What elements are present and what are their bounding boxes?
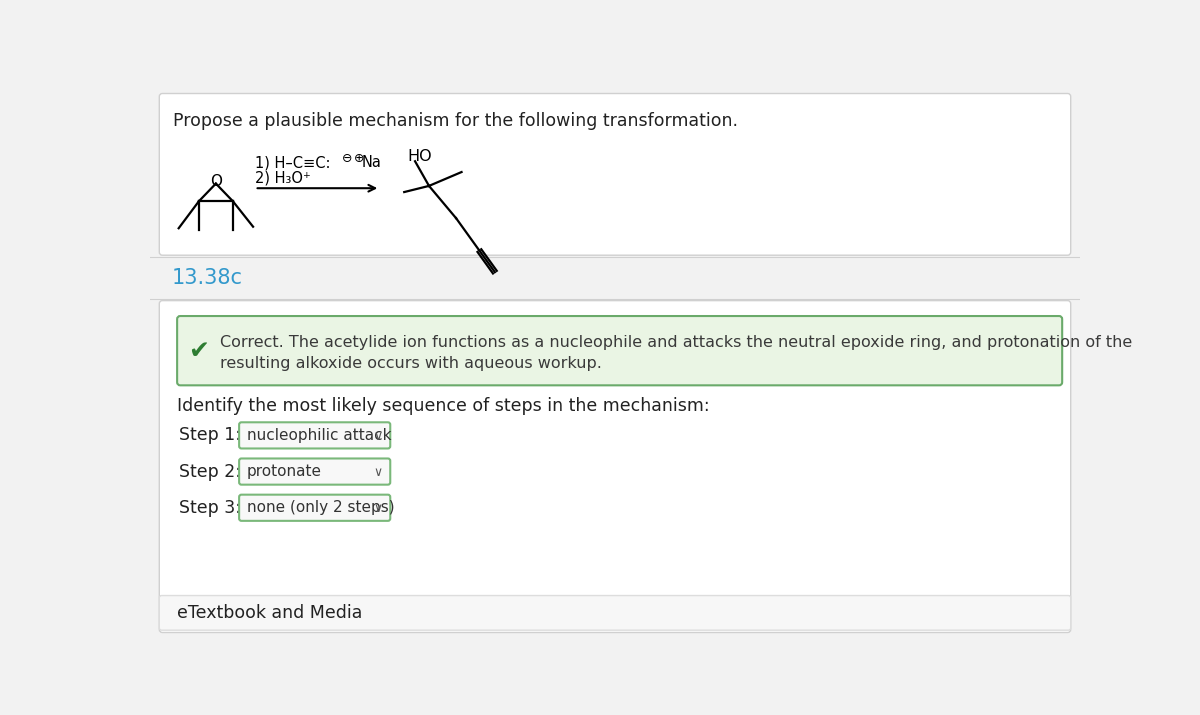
Text: 2) H₃O⁺: 2) H₃O⁺ [254,171,311,186]
FancyBboxPatch shape [160,94,1070,255]
Text: eTextbook and Media: eTextbook and Media [178,604,362,622]
Text: Step 2:: Step 2: [180,463,241,480]
FancyBboxPatch shape [178,316,1062,385]
FancyBboxPatch shape [160,300,1070,633]
Text: 1) H–C≡C:: 1) H–C≡C: [254,155,330,170]
Bar [150,257,1080,299]
Text: Step 1:: Step 1: [180,426,241,445]
FancyBboxPatch shape [239,458,390,485]
Text: ⊕: ⊕ [354,152,365,165]
Text: ∨: ∨ [373,466,383,479]
Text: 13.38c: 13.38c [172,268,242,288]
Text: O: O [210,174,222,189]
Text: Identify the most likely sequence of steps in the mechanism:: Identify the most likely sequence of ste… [178,397,709,415]
Text: Na: Na [361,155,382,170]
Text: ∨: ∨ [373,430,383,443]
Text: Propose a plausible mechanism for the following transformation.: Propose a plausible mechanism for the fo… [173,112,738,130]
Text: none (only 2 steps): none (only 2 steps) [247,500,395,516]
Text: protonate: protonate [247,464,322,479]
Text: Correct. The acetylide ion functions as a nucleophile and attacks the neutral ep: Correct. The acetylide ion functions as … [220,335,1132,350]
Text: nucleophilic attack: nucleophilic attack [247,428,391,443]
Text: Step 3:: Step 3: [180,499,241,517]
FancyBboxPatch shape [160,596,1070,630]
Text: ✔: ✔ [188,339,209,363]
Text: HO: HO [407,149,432,164]
FancyBboxPatch shape [239,423,390,448]
FancyBboxPatch shape [239,495,390,521]
Text: ∨: ∨ [373,502,383,515]
Text: resulting alkoxide occurs with aqueous workup.: resulting alkoxide occurs with aqueous w… [220,356,601,371]
Text: ⊖: ⊖ [342,152,352,165]
